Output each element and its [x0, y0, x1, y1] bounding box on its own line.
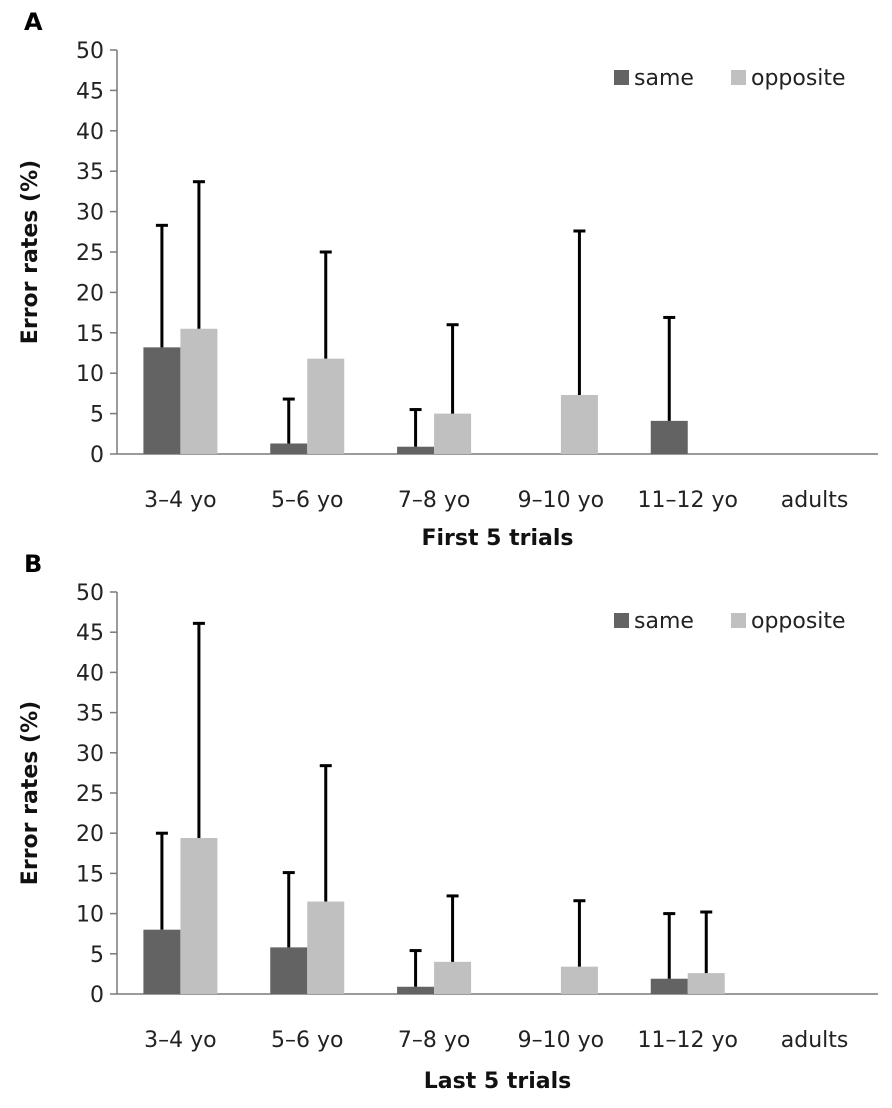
- bar-same: [397, 986, 435, 994]
- y-tick-label: 5: [90, 403, 104, 428]
- x-axis-title: First 5 trials: [421, 526, 573, 551]
- panel-label: B: [24, 550, 42, 578]
- legend-swatch-same: [614, 70, 629, 85]
- y-tick-label: 30: [76, 742, 104, 767]
- panel-b: B 0 5 10 15 20 25 30 35 40 45 50 Error rates (%) 3–4 …: [18, 550, 878, 1094]
- bar-opposite: [180, 838, 218, 994]
- y-tick-label: 35: [76, 702, 104, 727]
- y-tick-label: 25: [76, 241, 104, 266]
- legend-swatch-opposite: [731, 613, 746, 628]
- y-tick-label: 50: [76, 39, 104, 64]
- bar-same: [650, 420, 688, 454]
- y-tick-label: 0: [90, 443, 104, 468]
- x-category-label: 3–4 yo: [144, 1028, 216, 1053]
- bar-opposite: [180, 328, 218, 454]
- bar-same: [270, 443, 308, 454]
- x-category-label: 5–6 yo: [271, 488, 343, 513]
- y-tick-label: 10: [76, 903, 104, 928]
- y-tick-label: 45: [76, 621, 104, 646]
- bar-same: [397, 446, 435, 454]
- bar-opposite: [560, 966, 598, 994]
- x-axis-title: Last 5 trials: [424, 1069, 572, 1094]
- x-category-label: 9–10 yo: [518, 1028, 604, 1053]
- x-category-label: adults: [781, 488, 849, 513]
- y-tick-label: 5: [90, 943, 104, 968]
- x-category-label: 11–12 yo: [638, 1028, 738, 1053]
- y-axis-title: Error rates (%): [18, 160, 43, 344]
- legend-swatch-opposite: [731, 70, 746, 85]
- bar-same: [143, 347, 181, 454]
- x-category-label: 7–8 yo: [398, 1028, 470, 1053]
- bar-opposite: [434, 961, 472, 994]
- legend-label-same: same: [634, 66, 694, 91]
- x-category-label: 11–12 yo: [638, 488, 738, 513]
- x-category-label: 5–6 yo: [271, 1028, 343, 1053]
- x-category-label: 3–4 yo: [144, 488, 216, 513]
- y-tick-label: 35: [76, 160, 104, 185]
- legend-label-opposite: opposite: [751, 66, 846, 91]
- y-tick-label: 40: [76, 661, 104, 686]
- y-tick-label: 0: [90, 983, 104, 1008]
- bar-opposite: [560, 395, 598, 454]
- legend-label-opposite: opposite: [751, 609, 846, 634]
- bar-same: [270, 947, 308, 994]
- y-tick-label: 25: [76, 782, 104, 807]
- bar-same: [143, 929, 181, 994]
- panel-a: A 0 5 10 15 20 25 30 35 40 45 50 Error rates (%) 3–4 …: [18, 8, 878, 551]
- x-category-label: adults: [781, 1028, 849, 1053]
- y-axis-title: Error rates (%): [18, 701, 43, 885]
- y-tick-label: 45: [76, 79, 104, 104]
- panel-label: A: [24, 8, 43, 36]
- y-tick-label: 20: [76, 281, 104, 306]
- y-tick-label: 15: [76, 322, 104, 347]
- y-tick-label: 15: [76, 862, 104, 887]
- x-category-label: 9–10 yo: [518, 488, 604, 513]
- bar-opposite: [307, 358, 345, 454]
- legend-label-same: same: [634, 609, 694, 634]
- y-tick-label: 40: [76, 120, 104, 145]
- bar-opposite: [434, 413, 472, 454]
- y-tick-label: 30: [76, 201, 104, 226]
- bar-opposite: [687, 973, 725, 994]
- y-tick-label: 20: [76, 822, 104, 847]
- legend-swatch-same: [614, 613, 629, 628]
- x-category-label: 7–8 yo: [398, 488, 470, 513]
- y-tick-label: 50: [76, 581, 104, 606]
- bar-same: [650, 978, 688, 994]
- y-tick-label: 10: [76, 362, 104, 387]
- bar-opposite: [307, 901, 345, 994]
